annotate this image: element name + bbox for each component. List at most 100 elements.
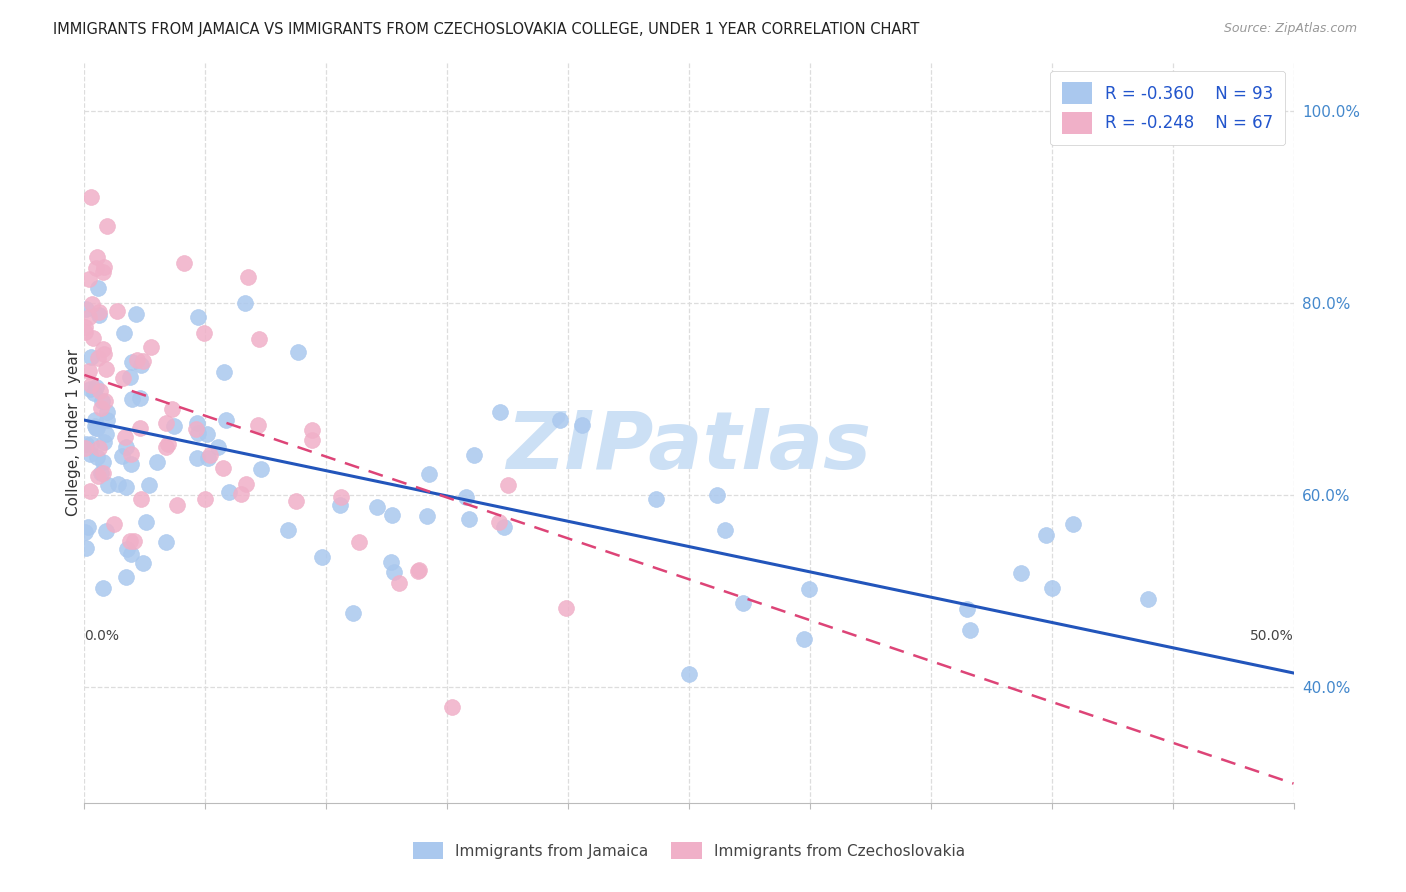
Point (91, 455, 114, 469)
Point (184, 422, 207, 436)
Point (197, 450, 219, 465)
Point (211, 461, 233, 475)
Point (231, 487, 253, 501)
Point (77, 310, 100, 324)
Point (187, 425, 209, 440)
Point (381, 508, 404, 522)
Point (416, 509, 439, 524)
Point (75, 325, 97, 339)
Point (86, 421, 108, 435)
Point (84, 412, 107, 426)
Point (250, 462, 273, 476)
Point (488, 405, 510, 419)
Text: IMMIGRANTS FROM JAMAICA VS IMMIGRANTS FROM CZECHOSLOVAKIA COLLEGE, UNDER 1 YEAR : IMMIGRANTS FROM JAMAICA VS IMMIGRANTS FR… (53, 22, 920, 37)
Point (115, 541, 138, 556)
Point (382, 566, 405, 580)
Point (121, 392, 143, 406)
Point (90, 394, 112, 409)
Point (162, 402, 184, 417)
Point (120, 547, 142, 561)
Point (555, 601, 578, 615)
Point (115, 570, 138, 584)
Point (284, 494, 307, 508)
Text: 50.0%: 50.0% (1250, 629, 1294, 643)
Point (347, 534, 370, 549)
Point (287, 345, 309, 359)
Point (132, 556, 155, 570)
Point (139, 340, 162, 354)
Point (75, 437, 97, 451)
Point (96, 413, 118, 427)
Point (79, 364, 101, 378)
Point (79, 484, 101, 499)
Point (86, 351, 108, 365)
Point (128, 421, 150, 435)
Point (89, 441, 111, 455)
Point (186, 451, 208, 466)
Point (97, 478, 120, 492)
Point (956, 602, 979, 616)
Point (212, 365, 235, 379)
Point (406, 564, 429, 578)
Point (73, 320, 96, 334)
Point (125, 307, 148, 321)
Point (89, 384, 111, 398)
Point (173, 256, 195, 270)
Point (75, 541, 97, 555)
Point (959, 623, 981, 637)
Point (93, 260, 115, 275)
Point (488, 515, 510, 529)
Point (247, 332, 270, 346)
Point (418, 467, 440, 481)
Point (115, 480, 138, 494)
Point (120, 447, 142, 461)
Point (96, 524, 118, 538)
Point (1035, 528, 1057, 542)
Text: 0.0%: 0.0% (84, 629, 120, 643)
Point (135, 515, 157, 529)
Point (330, 490, 353, 504)
Point (112, 371, 135, 385)
Point (96, 404, 118, 418)
Point (132, 354, 155, 368)
Text: ZIPatlas: ZIPatlas (506, 409, 872, 486)
Point (114, 440, 136, 454)
Point (155, 416, 177, 430)
Point (87, 308, 110, 322)
Point (94, 394, 117, 409)
Point (96, 426, 118, 441)
Point (93, 347, 115, 361)
Point (91, 466, 114, 480)
Point (105, 304, 128, 318)
Point (157, 437, 180, 451)
Point (80, 350, 103, 364)
Point (440, 700, 463, 714)
Point (678, 667, 700, 681)
Y-axis label: College, Under 1 year: College, Under 1 year (66, 349, 80, 516)
Point (89, 305, 111, 319)
Point (731, 596, 754, 610)
Point (233, 296, 256, 310)
Point (114, 429, 136, 443)
Point (713, 523, 735, 537)
Point (207, 440, 229, 454)
Point (86, 250, 108, 264)
Point (247, 417, 270, 432)
Point (90, 466, 112, 480)
Point (80, 378, 103, 392)
Point (329, 498, 352, 512)
Point (571, 418, 593, 433)
Point (124, 534, 146, 549)
Point (366, 500, 388, 515)
Point (79, 447, 101, 461)
Point (129, 391, 152, 405)
Point (80, 297, 103, 311)
Point (96, 219, 118, 233)
Point (103, 516, 125, 531)
Point (82, 330, 104, 344)
Point (458, 512, 481, 526)
Point (198, 448, 221, 462)
Point (84, 261, 107, 276)
Point (77, 271, 100, 285)
Point (138, 478, 160, 492)
